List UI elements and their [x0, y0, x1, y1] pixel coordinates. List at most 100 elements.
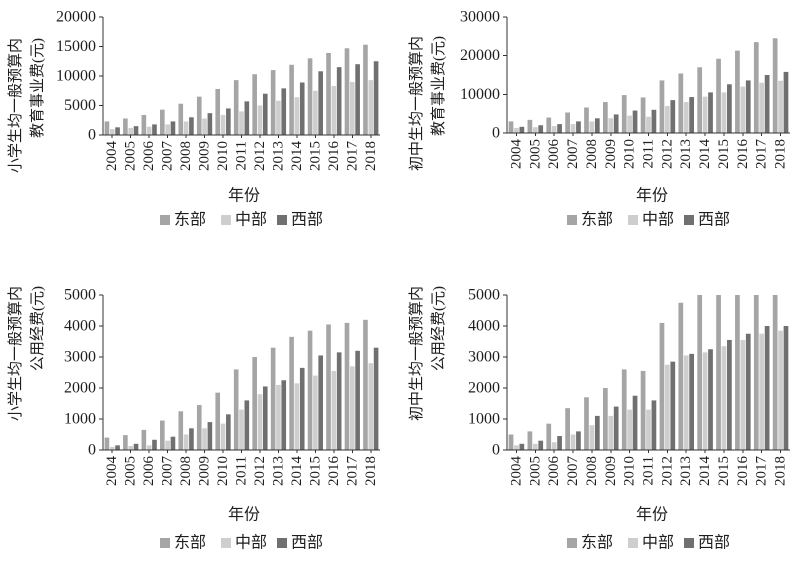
- chart-4-x-tick-label: 2015: [716, 456, 732, 486]
- chart-2-bars: [508, 38, 789, 134]
- chart-1-x-tick-label: 2011: [234, 141, 250, 170]
- chart-1-bar-west-2004: [115, 127, 120, 135]
- chart-1-legend-swatch-central: [221, 215, 231, 225]
- chart-1-bar-central-2015: [313, 90, 318, 135]
- chart-2-x-tick-label: 2012: [659, 139, 675, 169]
- chart-2-bar-east-2008: [584, 107, 589, 133]
- chart-2-bar-central-2006: [551, 126, 557, 133]
- chart-3-bar-central-2010: [220, 423, 226, 450]
- chart-3-bar-east-2017: [344, 322, 350, 450]
- chart-3-bar-central-2009: [202, 428, 207, 450]
- chart-2-x-tick-label: 2018: [773, 139, 789, 169]
- chart-4-x-tick-label: 2017: [754, 456, 770, 487]
- chart-1-bar-east-2013: [270, 70, 276, 135]
- chart-3-x-tick-label: 2005: [123, 456, 139, 486]
- chart-1-bar-west-2005: [133, 126, 139, 135]
- chart-2-bar-east-2018: [772, 38, 778, 133]
- chart-3-x-tick-label: 2013: [270, 456, 286, 486]
- chart-3-bar-west-2004: [115, 445, 120, 450]
- chart-4-bar-east-2018: [772, 295, 778, 450]
- chart-2-x-tick-label: 2010: [622, 139, 638, 169]
- chart-1-bars: [104, 44, 379, 136]
- chart-3-x-tick-label: 2012: [252, 456, 268, 486]
- chart-4-bar-central-2008: [589, 425, 595, 450]
- chart-1-y-axis-label-line: 教育事业费(元): [29, 38, 46, 138]
- chart-2-y-tick-label: 0: [492, 125, 500, 142]
- chart-1-x-tick-label: 2006: [141, 141, 157, 172]
- chart-3-bar-central-2016: [331, 370, 337, 450]
- chart-1-legend-label-central: 中部: [235, 211, 267, 229]
- chart-4-y-tick-label: 0: [492, 442, 500, 459]
- chart-4-x-axis-label: 年份: [636, 506, 668, 524]
- chart-1-legend-label-east: 东部: [174, 211, 206, 229]
- chart-1-x-tick-label: 2015: [307, 141, 323, 171]
- chart-3-bar-central-2013: [276, 384, 281, 450]
- chart-3-bar-west-2008: [189, 428, 194, 450]
- chart-2-bar-west-2011: [651, 109, 657, 133]
- chart-3-bar-east-2018: [363, 319, 368, 450]
- chart-4-bar-west-2009: [613, 406, 619, 450]
- chart-4-x-tick-label: 2007: [565, 456, 581, 487]
- chart-2-bar-west-2006: [557, 124, 562, 133]
- chart-1-bar-west-2017: [355, 64, 360, 135]
- chart-1-y-tick-label: 15000: [56, 38, 96, 55]
- chart-3-y-axis-label-line: 小学生均一般预算内: [6, 286, 24, 421]
- chart-1-bar-east-2009: [196, 96, 202, 135]
- chart-4-bar-central-2018: [778, 330, 783, 450]
- chart-3-legend-swatch-east: [160, 538, 170, 548]
- chart-2-bar-east-2010: [621, 95, 627, 133]
- chart-3-bar-central-2014: [294, 383, 300, 450]
- chart-4-bar-east-2017: [753, 295, 759, 450]
- chart-2-y-tick-label: 30000: [460, 9, 500, 26]
- chart-2-bar-central-2004: [514, 127, 519, 133]
- chart-2-bar-east-2004: [508, 121, 514, 133]
- chart-4-bar-central-2004: [514, 445, 519, 450]
- chart-4-bar-central-2007: [570, 434, 576, 450]
- chart-3-legend-label-central: 中部: [235, 534, 267, 552]
- chart-1-bar-east-2012: [252, 74, 257, 135]
- chart-4-x-tick-label: 2013: [678, 456, 694, 486]
- chart-3-bar-central-2008: [183, 434, 189, 450]
- chart-1-bar-west-2010: [226, 108, 231, 135]
- chart-4-bar-east-2004: [508, 434, 514, 450]
- chart-1-bar-central-2012: [257, 105, 263, 135]
- chart-3-bar-east-2012: [252, 357, 257, 450]
- chart-1-bar-central-2004: [109, 129, 115, 135]
- chart-3-x-tick-label: 2009: [197, 456, 213, 486]
- chart-1-bar-central-2010: [220, 114, 226, 135]
- chart-3-bar-east-2011: [233, 369, 239, 450]
- chart-2-legend-swatch-west: [684, 215, 694, 225]
- chart-2-bar-east-2014: [697, 67, 703, 133]
- chart-3-x-tick-label: 2015: [307, 456, 323, 486]
- chart-4-x-tick-label: 2005: [527, 456, 543, 486]
- chart-3-x-tick-label: 2016: [326, 456, 342, 487]
- chart-4-bars: [508, 295, 789, 450]
- chart-3-bar-east-2013: [270, 347, 276, 450]
- chart-1-bar-central-2011: [239, 111, 244, 135]
- chart-1-x-tick-label: 2007: [160, 141, 176, 172]
- chart-4-bar-central-2006: [551, 442, 557, 450]
- chart-2-x-tick-label: 2015: [716, 139, 732, 169]
- chart-4-bar-west-2015: [727, 339, 732, 450]
- chart-2-bar-west-2012: [670, 100, 676, 133]
- chart-1-x-tick-label: 2009: [197, 141, 213, 171]
- chart-3-bar-east-2010: [215, 392, 221, 450]
- chart-4-bar-west-2013: [689, 353, 695, 450]
- chart-3-bar-west-2010: [226, 414, 231, 450]
- chart-3-bar-central-2005: [128, 445, 134, 450]
- chart-4-x-tick-label: 2018: [773, 456, 789, 486]
- chart-3-y-tick-label: 5000: [64, 287, 96, 304]
- chart-1-x-tick-label: 2005: [123, 141, 139, 171]
- chart-1-bar-central-2007: [165, 124, 170, 135]
- chart-1-bar-east-2014: [289, 64, 294, 135]
- chart-4-x-tick-label: 2010: [622, 456, 638, 486]
- chart-2-bar-west-2009: [613, 114, 619, 133]
- chart-4-y-tick-label: 5000: [468, 287, 500, 304]
- chart-1-x-tick-label: 2013: [270, 141, 286, 171]
- chart-2-bar-west-2004: [519, 126, 525, 133]
- chart-3-bar-west-2017: [355, 350, 360, 450]
- chart-1-x-tick-label: 2004: [104, 141, 120, 172]
- chart-3-x-tick-label: 2004: [104, 456, 120, 487]
- chart-4-x-tick-label: 2014: [697, 456, 713, 487]
- chart-2-x-tick-label: 2017: [754, 139, 770, 170]
